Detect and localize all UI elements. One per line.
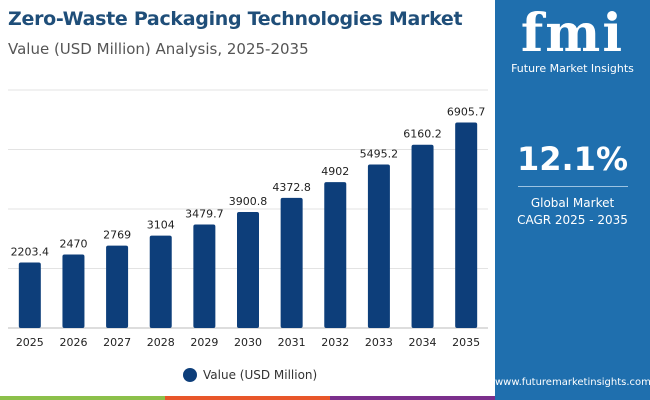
bar [411,144,434,328]
bar [237,211,259,328]
data-label: 3479.7 [185,207,224,220]
cagr-box: 12.1% Global Market CAGR 2025 - 2035 [495,140,650,229]
x-tick-label: 2028 [147,336,175,349]
x-tick-label: 2026 [59,336,87,349]
chart-subtitle: Value (USD Million) Analysis, 2025-2035 [8,40,309,58]
data-label: 3900.8 [229,195,268,208]
cagr-label-2: CAGR 2025 - 2035 [517,213,628,227]
legend: Value (USD Million) [183,368,317,382]
bar [149,235,172,328]
strip-purple [330,396,495,400]
x-tick-label: 2029 [190,336,218,349]
bar [455,122,478,329]
cagr-value: 12.1% [516,140,628,178]
website-link[interactable]: www.futuremarketinsights.com [495,377,650,388]
x-tick-label: 2030 [234,336,262,349]
bar [18,262,41,328]
bar [193,224,216,328]
cagr-label-1: Global Market [530,196,615,210]
x-tick-label: 2031 [278,336,306,349]
bar [280,197,303,328]
x-tick-label: 2033 [365,336,393,349]
strip-orange [165,396,330,400]
data-label: 2470 [59,238,87,251]
bar-chart: 2203.4 2025 2470 2026 2769 2027 3104 2028 3479.7… [8,89,488,349]
data-label: 2769 [103,229,131,242]
data-label: 4902 [321,165,349,178]
bar [106,245,129,328]
data-label: 4372.8 [272,181,311,194]
logo-name: Future Market Insights [511,62,634,75]
bar [324,182,347,328]
strip-green [0,396,165,400]
x-tick-label: 2035 [452,336,480,349]
data-label: 6160.2 [403,128,442,141]
x-tick-label: 2034 [409,336,437,349]
bar [62,254,85,328]
logo-mark: fmi [520,3,625,64]
bar [367,164,390,328]
x-tick-label: 2032 [321,336,349,349]
legend-label: Value (USD Million) [203,368,318,382]
chart-title: Zero-Waste Packaging Technologies Market [8,8,463,30]
x-tick-label: 2027 [103,336,131,349]
x-tick-label: 2025 [16,336,44,349]
fmi-logo: fmi Future Market Insights [495,3,650,76]
legend-swatch [183,368,197,382]
data-label: 3104 [147,219,175,232]
data-label: 5495.2 [360,148,399,161]
divider [517,186,628,187]
data-label: 6905.7 [447,106,486,119]
side-panel: fmi Future Market Insights 12.1% Global … [495,0,650,400]
data-label: 2203.4 [11,245,50,258]
